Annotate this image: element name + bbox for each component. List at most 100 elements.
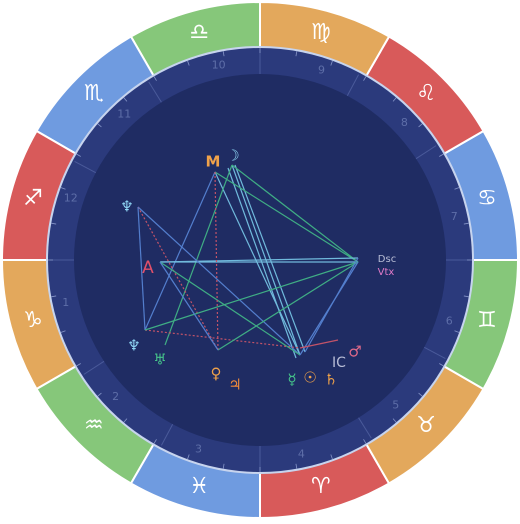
degree-tick (153, 439, 157, 444)
sign-glyph: ♎ (189, 20, 209, 45)
house-cusp (160, 423, 174, 446)
degree-tick (60, 330, 66, 333)
degree-tick (295, 51, 298, 57)
house-number: 8 (401, 116, 408, 129)
degree-tick (97, 123, 102, 128)
house-number: 5 (392, 399, 399, 412)
house-number: 9 (318, 64, 325, 77)
house-cusp (74, 160, 97, 174)
sign-glyph: ♋ (477, 186, 497, 211)
degree-tick (222, 51, 225, 57)
degree-tick (392, 418, 397, 423)
sign-glyph: ♓ (189, 474, 209, 499)
point-label: ♆ (120, 198, 133, 216)
point-label: ♅ (153, 351, 166, 369)
point-label: ♃ (228, 376, 241, 394)
degree-tick (439, 153, 444, 157)
sign-glyph: ♊ (477, 308, 497, 333)
house-cusp (423, 346, 446, 360)
aspect-line (159, 261, 301, 356)
aspect-line (299, 339, 339, 349)
house-number: 1 (62, 296, 69, 309)
point-label: M (206, 153, 221, 171)
aspect-line (217, 261, 359, 351)
house-cusp (148, 81, 162, 103)
degree-tick (187, 60, 190, 66)
sign-glyph: ♒ (84, 413, 104, 438)
house-number: 6 (446, 314, 453, 327)
point-label: ♂ (348, 343, 361, 361)
house-number: 4 (298, 448, 305, 461)
degree-tick (51, 295, 57, 298)
aspect-line (159, 261, 219, 351)
aspect-line (231, 164, 359, 263)
sign-glyph: ♏ (84, 81, 104, 106)
house-number: 10 (212, 58, 226, 71)
degree-tick (76, 153, 81, 157)
aspect-line (144, 171, 216, 331)
point-label: A (142, 258, 154, 278)
degree-tick (60, 187, 66, 190)
point-label: ♆ (127, 337, 140, 355)
degree-tick (330, 60, 333, 66)
degree-tick (439, 363, 444, 367)
points: M ☽ ♆ A Dsc Vtx ♆ ♅ ♀ ♃ ☿ ☉ ♄ IC ♂ (120, 147, 396, 394)
house-cusp (83, 360, 105, 375)
degree-tick (330, 454, 333, 460)
aspect-line (137, 206, 146, 331)
degree-tick (187, 454, 190, 460)
point-label: ☽ (226, 147, 239, 165)
aspect-line (234, 164, 306, 353)
sign-glyph: ♑ (23, 308, 43, 333)
point-label: ☉ (303, 369, 316, 387)
point-label: Vtx (378, 267, 395, 278)
degree-tick (392, 97, 397, 102)
aspect-line (159, 257, 359, 263)
house-number: 2 (112, 390, 119, 403)
degree-tick (295, 463, 298, 469)
degree-tick (51, 222, 57, 225)
house-number: 11 (117, 107, 131, 120)
house-number: 3 (195, 442, 202, 455)
aspect-line (137, 206, 301, 356)
degree-tick (363, 76, 367, 81)
degree-tick (153, 76, 157, 81)
house-number: 7 (451, 210, 458, 223)
aspect-line (227, 167, 297, 359)
sign-glyph: ♉ (416, 413, 436, 438)
point-label: IC (332, 355, 346, 371)
degree-tick (463, 295, 469, 298)
degree-tick (418, 123, 423, 128)
degree-tick (463, 222, 469, 225)
point-label: ☿ (287, 371, 296, 389)
house-cusp (358, 417, 372, 439)
house-number: 12 (64, 192, 78, 205)
sign-glyph: ♐ (23, 186, 43, 211)
aspect-line (164, 164, 233, 346)
point-label: ♄ (324, 371, 337, 389)
sign-glyph: ♌ (416, 81, 436, 106)
degree-tick (363, 439, 367, 444)
aspect-line (304, 257, 359, 353)
point-label: ♀ (211, 365, 222, 383)
aspect-line (137, 206, 219, 351)
aspect-lines (137, 164, 359, 359)
degree-tick (454, 330, 460, 333)
aspect-line (144, 261, 359, 331)
degree-tick (222, 463, 225, 469)
degree-tick (123, 418, 128, 423)
point-label: Dsc (378, 254, 396, 265)
degree-tick (97, 392, 102, 397)
sign-glyph: ♍ (311, 20, 331, 45)
sign-glyph: ♈ (311, 474, 331, 499)
aspect-line (214, 171, 359, 263)
house-cusp (415, 145, 437, 160)
aspect-line (214, 171, 219, 351)
degree-tick (454, 187, 460, 190)
degree-tick (76, 363, 81, 367)
house-cusp (346, 74, 360, 97)
degree-tick (418, 392, 423, 397)
